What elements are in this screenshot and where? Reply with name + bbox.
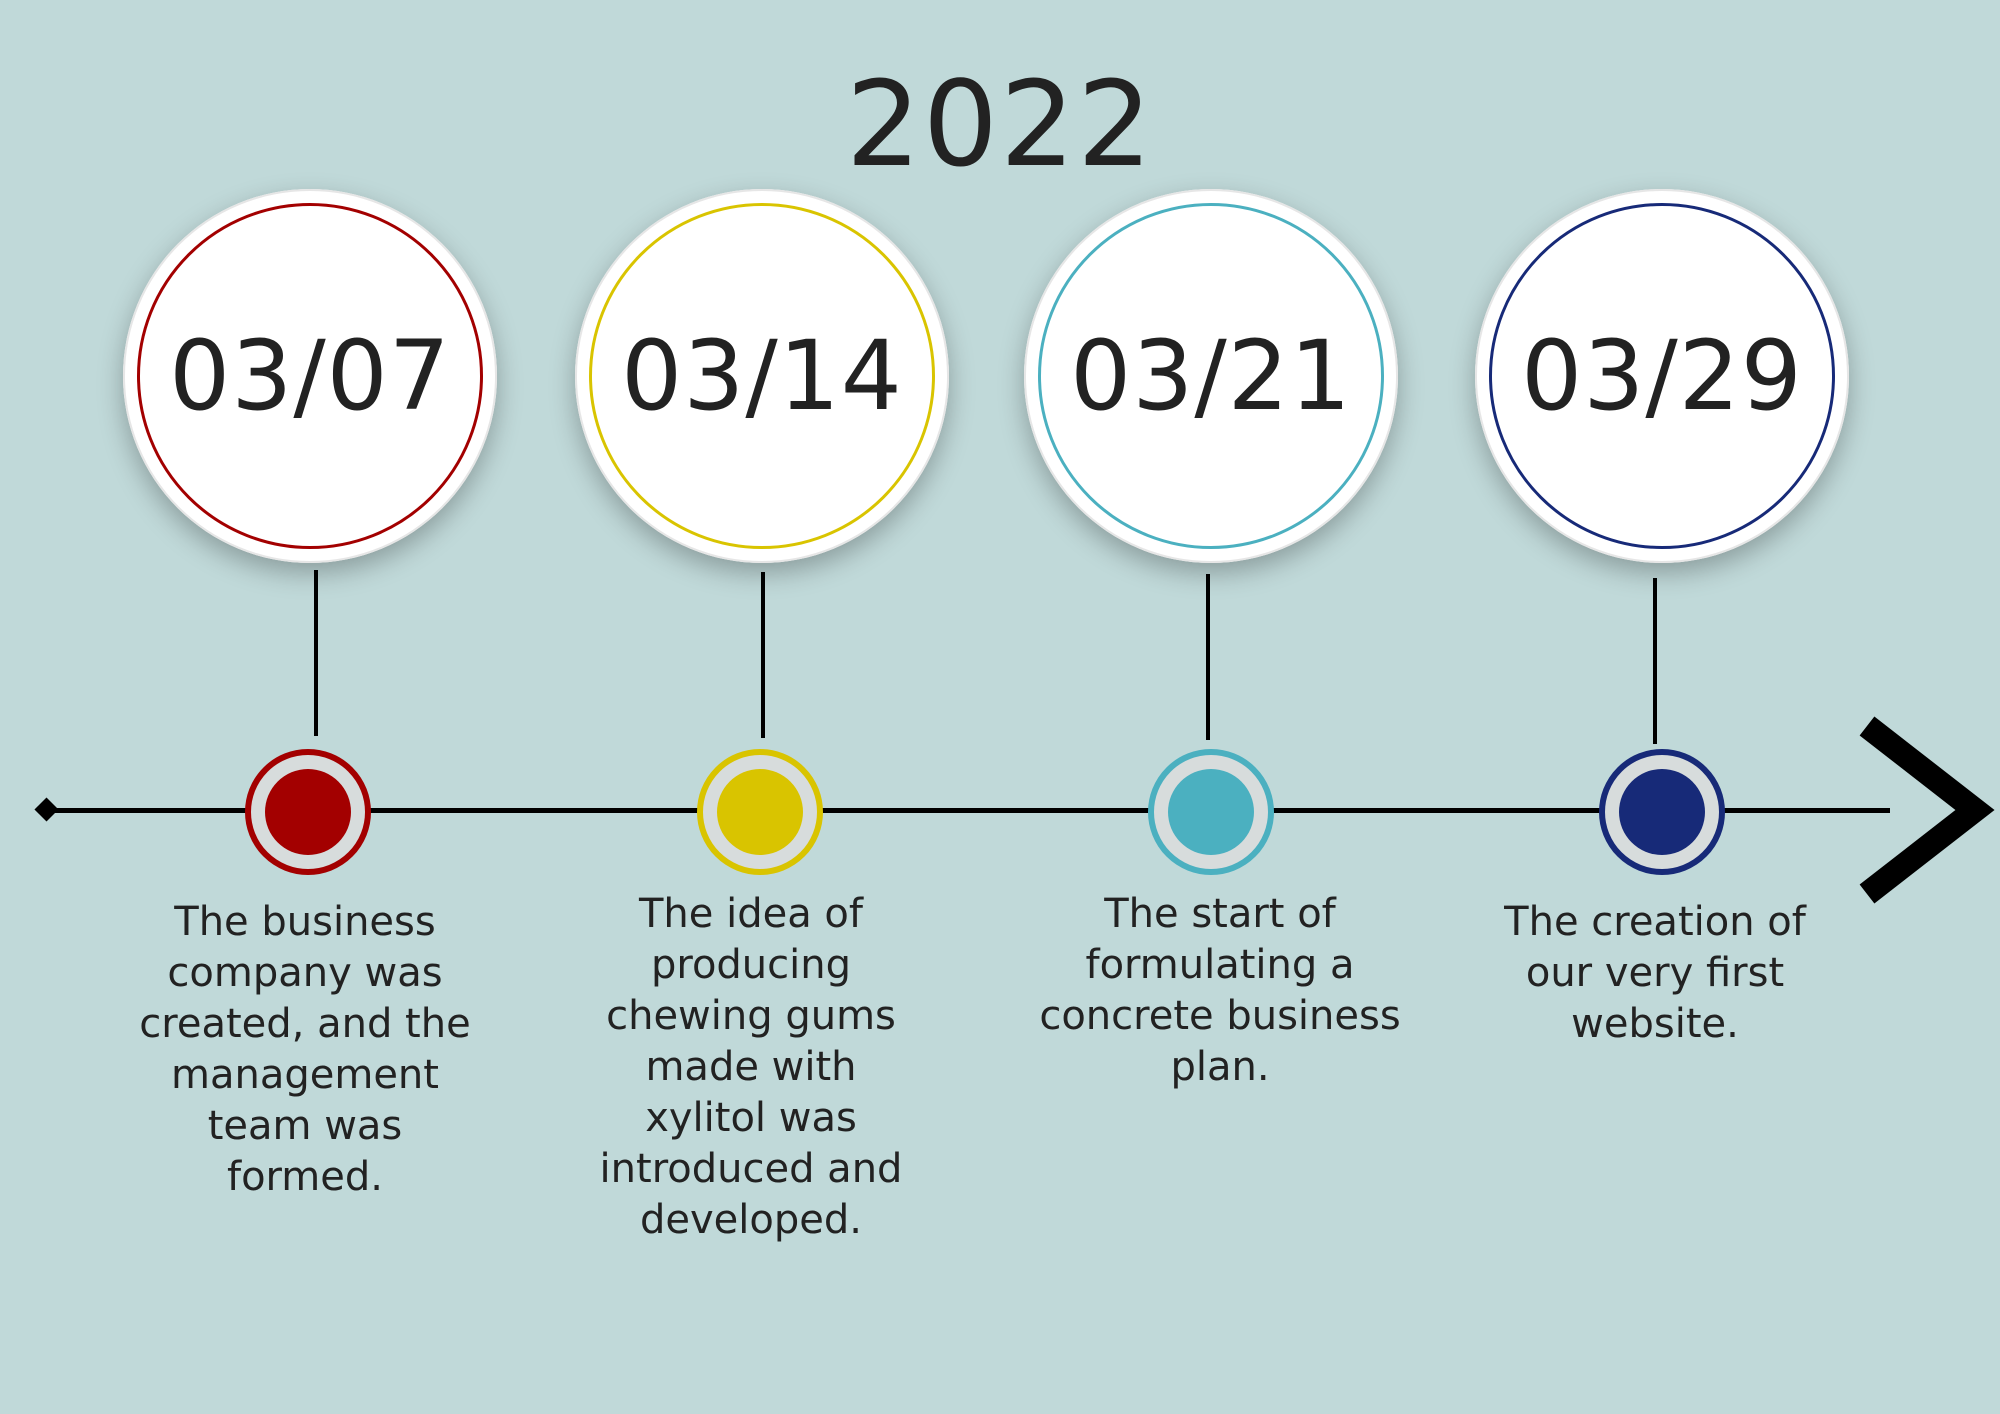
- date-bubble: 03/29: [1475, 189, 1849, 563]
- connector-line: [314, 570, 318, 736]
- timeline-node: [1148, 749, 1274, 875]
- date-ring: [589, 203, 935, 549]
- event-description: The creation of our very first website.: [1504, 899, 1806, 1047]
- timeline-node-dot: [1168, 769, 1254, 855]
- timeline-axis: [46, 808, 1890, 813]
- timeline-node: [1599, 749, 1725, 875]
- diamond-icon: [34, 797, 59, 822]
- date-bubble: 03/07: [123, 189, 497, 563]
- connector-line: [1653, 578, 1657, 744]
- date-ring: [137, 203, 483, 549]
- event-description: The business company was created, and th…: [139, 899, 471, 1200]
- timeline-node-dot: [717, 769, 803, 855]
- date-ring: [1489, 203, 1835, 549]
- date-bubble: 03/21: [1024, 189, 1398, 563]
- event-date: 03/29: [1521, 320, 1803, 432]
- timeline-node: [245, 749, 371, 875]
- connector-line: [761, 572, 765, 738]
- event-date: 03/14: [621, 320, 903, 432]
- event-date: 03/07: [169, 320, 451, 432]
- event-date: 03/21: [1070, 320, 1352, 432]
- date-bubble: 03/14: [575, 189, 949, 563]
- event-description: The start of formulating a concrete busi…: [1039, 891, 1401, 1090]
- timeline-node-dot: [1619, 769, 1705, 855]
- date-ring: [1038, 203, 1384, 549]
- event-description: The idea of producing chewing gums made …: [599, 891, 903, 1243]
- timeline-node-dot: [265, 769, 351, 855]
- chevron-right-icon: [1859, 716, 1995, 904]
- connector-line: [1206, 574, 1210, 740]
- year-title: 2022: [845, 55, 1155, 193]
- timeline-node: [697, 749, 823, 875]
